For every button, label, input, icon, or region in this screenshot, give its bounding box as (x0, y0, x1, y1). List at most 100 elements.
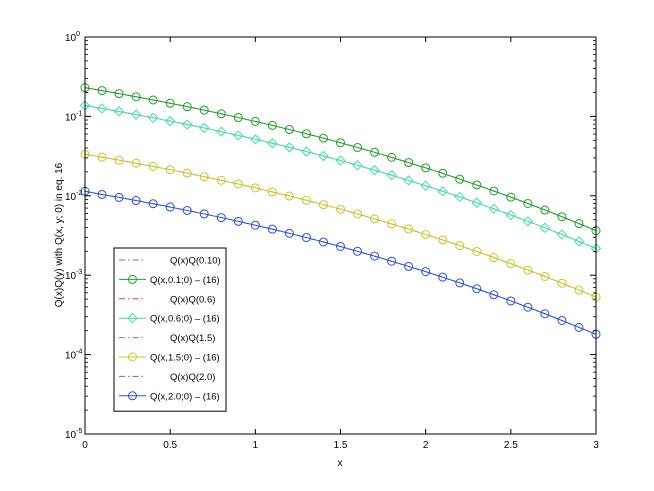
x-tick-label: 0 (82, 440, 88, 451)
data-point (284, 228, 294, 238)
data-point (130, 109, 142, 120)
data-point (131, 158, 141, 168)
data-point (199, 105, 209, 115)
data-point (233, 216, 243, 226)
legend-label: Q(x)Q(0.10) (170, 256, 221, 267)
data-point (455, 278, 465, 288)
data-point (114, 155, 124, 165)
data-point (335, 155, 346, 166)
series-line (84, 105, 597, 249)
data-point (301, 146, 312, 157)
data-point (387, 152, 397, 162)
legend-label: Q(x)Q(2.0) (170, 372, 215, 383)
legend-entry: Q(x,0.6;0) – (16) (119, 312, 220, 325)
y-tick-base: 10 (65, 192, 77, 203)
data-point (148, 95, 158, 105)
data-point (540, 272, 550, 282)
data-point (250, 183, 260, 193)
data-point (489, 253, 499, 263)
data-point (489, 290, 499, 300)
data-point (438, 235, 448, 245)
data-point (387, 219, 397, 229)
data-point (370, 214, 380, 224)
legend-entry: Q(x,2.0;0) – (16) (119, 391, 220, 402)
data-point (233, 130, 244, 141)
y-tick-base: 10 (65, 33, 77, 44)
data-point (182, 102, 192, 112)
data-point (557, 212, 567, 222)
data-point (216, 126, 227, 137)
legend-marker (128, 274, 137, 284)
legend: Q(x)Q(0.10) Q(x,0.1;0) – (16) Q(x)Q(0.6) Q(… (113, 247, 227, 412)
y-axis-label: Q(x)Q(y) with Q(x, y; 0) in eq. 16 (54, 162, 65, 307)
legend-marker (127, 312, 138, 324)
data-point (233, 113, 243, 123)
data-point (353, 209, 363, 219)
data-point (488, 203, 500, 215)
data-point (318, 133, 328, 143)
series-5 (80, 149, 601, 302)
data-point (284, 191, 294, 201)
data-point (96, 103, 108, 114)
data-point (506, 296, 516, 306)
series-3 (79, 100, 602, 254)
x-tick-label: 2 (423, 440, 429, 451)
y-tick-exponent: -4 (76, 349, 82, 356)
legend-label: Q(x,2.0;0) – (16) (150, 391, 220, 402)
data-point (148, 199, 158, 209)
data-point (336, 241, 345, 251)
data-point (216, 213, 226, 223)
y-tick-base: 10 (65, 271, 77, 282)
x-tick-label: 1 (253, 440, 259, 451)
data-point (164, 115, 176, 127)
data-point (148, 161, 158, 171)
data-point (506, 192, 516, 202)
data-point (404, 158, 414, 168)
data-point (267, 187, 277, 197)
data-point (114, 192, 124, 202)
data-point (387, 256, 397, 266)
y-tick-label: 10-5 (65, 428, 82, 441)
y-tick-label: 10-3 (65, 269, 82, 282)
data-point (267, 138, 278, 149)
data-point (370, 251, 380, 261)
data-point (165, 202, 175, 212)
data-point (539, 222, 551, 234)
x-tick-label: 1.5 (334, 440, 348, 451)
data-point (557, 315, 567, 325)
series-line (84, 87, 597, 232)
data-point (574, 219, 584, 229)
data-point (250, 116, 260, 126)
data-point (437, 186, 448, 197)
data-point (250, 134, 261, 145)
series-2 (84, 105, 597, 249)
data-point (421, 267, 431, 277)
legend-label: Q(x)Q(1.5) (170, 333, 215, 344)
legend-entry: Q(x)Q(0.10) (119, 256, 221, 267)
data-point (523, 198, 533, 208)
series-line (84, 105, 597, 249)
y-tick-label: 10-4 (65, 349, 82, 362)
data-point (471, 197, 482, 208)
legend-entry: Q(x)Q(0.6) (119, 294, 215, 305)
data-point (404, 224, 414, 234)
data-point (353, 246, 363, 256)
data-point (556, 229, 568, 240)
y-tick-exponent: -2 (76, 190, 82, 197)
data-point (182, 168, 192, 178)
data-point (403, 175, 414, 186)
data-point (284, 125, 294, 135)
data-point (540, 205, 550, 215)
data-point (369, 165, 380, 176)
data-point (472, 246, 482, 256)
data-point (472, 180, 482, 190)
data-point (455, 174, 465, 184)
data-point (352, 160, 363, 171)
y-tick-exponent: 0 (76, 31, 80, 38)
legend-label: Q(x,0.1;0) – (16) (150, 275, 220, 286)
data-point (336, 204, 345, 214)
data-point (131, 92, 141, 102)
data-point (318, 237, 328, 247)
